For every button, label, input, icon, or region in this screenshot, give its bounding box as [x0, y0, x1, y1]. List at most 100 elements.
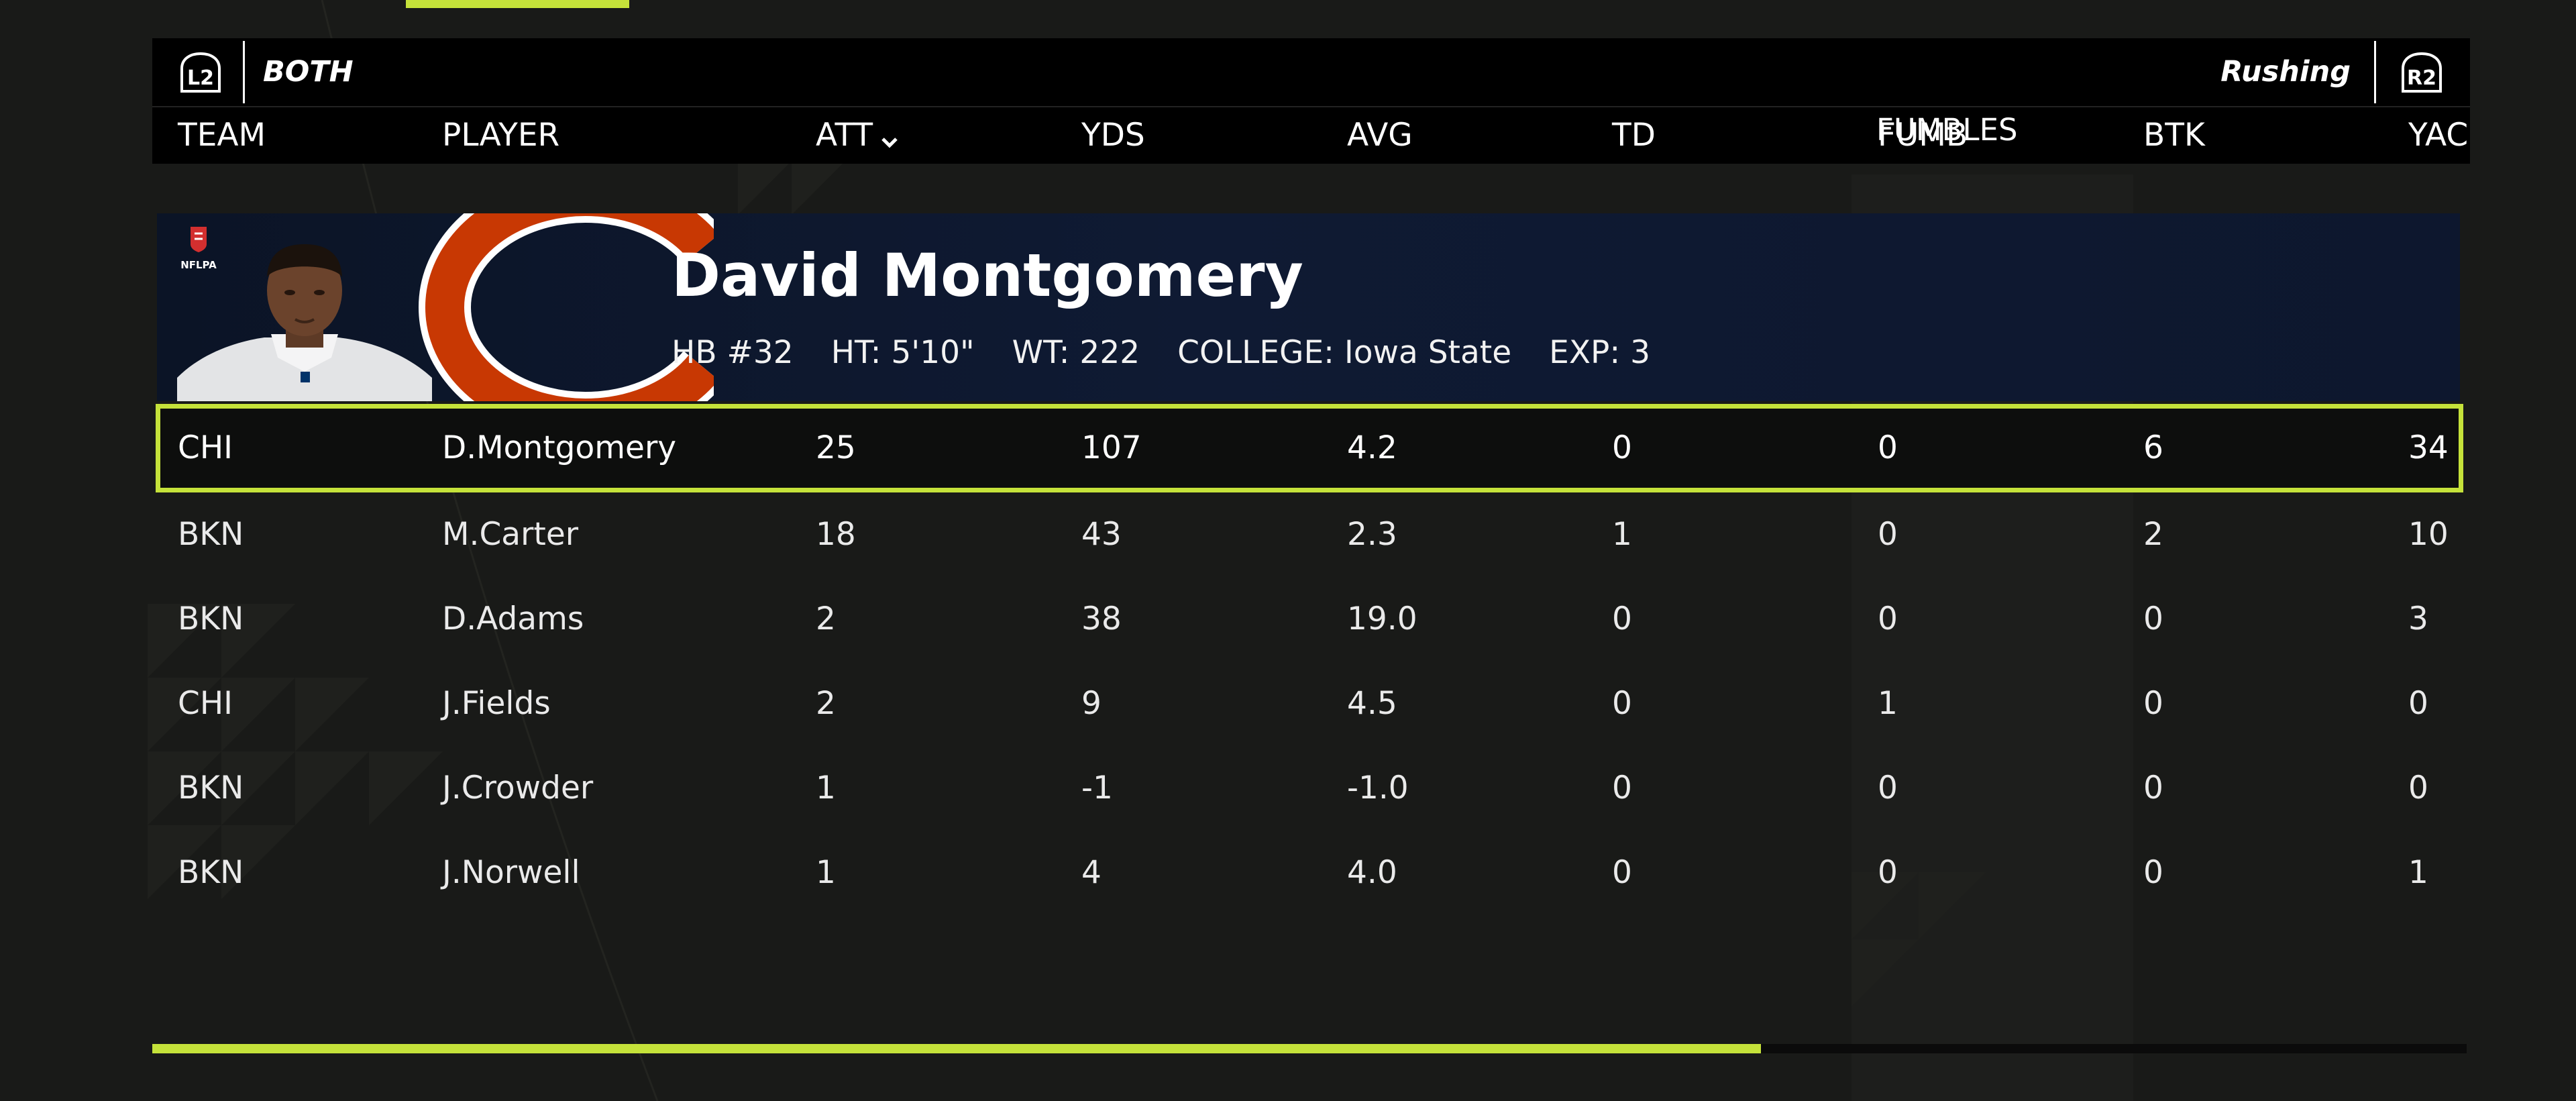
divider: [243, 41, 245, 103]
table-row[interactable]: BKN J.Crowder 1 -1 -1.0 0 0 0 0: [152, 746, 2470, 831]
cell-yds: 4: [1081, 854, 1102, 891]
column-header-fumb[interactable]: FUMB: [1878, 117, 1968, 154]
category-label[interactable]: Rushing: [2220, 55, 2351, 89]
cell-fumb: 0: [1878, 770, 1898, 806]
cell-att: 25: [816, 429, 856, 466]
filter-bar: L2 BOTH Rushing R2: [152, 38, 2470, 106]
cell-btk: 0: [2143, 854, 2163, 891]
cell-avg: -1.0: [1347, 770, 1409, 806]
cell-player: D.Montgomery: [442, 429, 677, 466]
sort-descending-icon: [881, 111, 898, 168]
column-header-td[interactable]: TD: [1612, 117, 1656, 154]
table-row[interactable]: CHI J.Fields 2 9 4.5 0 1 0 0: [152, 662, 2470, 746]
cell-td: 0: [1612, 685, 1632, 722]
player-height: HT: 5'10": [830, 334, 975, 371]
horizontal-scrollbar[interactable]: [152, 1044, 2467, 1053]
cell-avg: 4.0: [1347, 854, 1397, 891]
svg-text:R2: R2: [2407, 66, 2436, 90]
cell-btk: 0: [2143, 770, 2163, 806]
svg-text:NFLPA: NFLPA: [180, 259, 217, 271]
column-header-yac[interactable]: YAC: [2408, 117, 2469, 154]
cell-yds: -1: [1081, 770, 1113, 806]
cell-yds: 38: [1081, 600, 1122, 637]
stats-table: CHI D.Montgomery 25 107 4.2 0 0 6 34 BKN…: [152, 404, 2470, 915]
cell-yac: 3: [2408, 600, 2428, 637]
cell-btk: 0: [2143, 600, 2163, 637]
cell-td: 0: [1612, 429, 1632, 466]
cell-team: BKN: [178, 854, 244, 891]
player-college: COLLEGE: Iowa State: [1177, 334, 1512, 371]
cell-team: CHI: [178, 685, 233, 722]
player-position: HB #32: [672, 334, 794, 371]
table-row[interactable]: BKN M.Carter 18 43 2.3 1 0 2 10: [152, 492, 2470, 577]
column-header-team[interactable]: TEAM: [178, 117, 266, 154]
cell-yds: 107: [1081, 429, 1142, 466]
cell-team: BKN: [178, 516, 244, 553]
cell-yac: 10: [2408, 516, 2449, 553]
cell-btk: 0: [2143, 685, 2163, 722]
cell-btk: 6: [2143, 429, 2163, 466]
nflpa-logo: NFLPA: [180, 224, 217, 272]
player-info: HB #32 HT: 5'10" WT: 222 COLLEGE: Iowa Stat…: [672, 331, 1688, 374]
scrollbar-thumb[interactable]: [152, 1044, 1761, 1053]
cell-yds: 43: [1081, 516, 1122, 553]
cell-avg: 4.2: [1347, 429, 1397, 466]
cell-att: 2: [816, 685, 836, 722]
column-header-att[interactable]: ATT: [816, 107, 898, 168]
cell-att: 2: [816, 600, 836, 637]
column-description: FUMBLES: [1876, 112, 2018, 148]
player-weight: WT: 222: [1012, 334, 1140, 371]
cell-fumb: 1: [1878, 685, 1898, 722]
player-experience: EXP: 3: [1549, 334, 1651, 371]
cell-avg: 19.0: [1347, 600, 1417, 637]
cell-td: 1: [1612, 516, 1632, 553]
stats-panel: L2 BOTH Rushing R2 TEAM PLAYER ATT YDS A…: [152, 38, 2470, 915]
cell-team: CHI: [178, 429, 233, 466]
cell-yac: 0: [2408, 685, 2428, 722]
column-header-yds[interactable]: YDS: [1081, 117, 1145, 154]
column-header-row: TEAM PLAYER ATT YDS AVG TD FUMB BTK YAC: [152, 106, 2470, 164]
player-name: David Montgomery: [672, 241, 1303, 310]
cell-team: BKN: [178, 770, 244, 806]
cell-att: 1: [816, 854, 836, 891]
cell-fumb: 0: [1878, 600, 1898, 637]
r2-button[interactable]: R2: [2398, 51, 2446, 94]
cell-yac: 0: [2408, 770, 2428, 806]
filter-label[interactable]: BOTH: [263, 55, 354, 89]
cell-player: J.Crowder: [442, 770, 594, 806]
cell-fumb: 0: [1878, 854, 1898, 891]
cell-fumb: 0: [1878, 516, 1898, 553]
svg-text:L2: L2: [187, 66, 214, 90]
cell-player: D.Adams: [442, 600, 584, 637]
active-tab-indicator: [406, 0, 629, 8]
r2-trigger-icon: R2: [2402, 52, 2442, 93]
column-header-player[interactable]: PLAYER: [442, 117, 560, 154]
cell-yds: 9: [1081, 685, 1102, 722]
column-header-btk[interactable]: BTK: [2143, 117, 2205, 154]
player-headshot: [177, 244, 432, 401]
l2-button[interactable]: L2: [176, 51, 225, 94]
table-row-selected[interactable]: CHI D.Montgomery 25 107 4.2 0 0 6 34: [156, 404, 2463, 492]
cell-player: M.Carter: [442, 516, 579, 553]
chicago-c-logo: [419, 213, 714, 401]
cell-yac: 1: [2408, 854, 2428, 891]
l2-trigger-icon: L2: [180, 52, 221, 93]
cell-td: 0: [1612, 600, 1632, 637]
cell-btk: 2: [2143, 516, 2163, 553]
cell-player: J.Fields: [442, 685, 551, 722]
cell-att: 18: [816, 516, 856, 553]
column-header-avg[interactable]: AVG: [1347, 117, 1413, 154]
cell-fumb: 0: [1878, 429, 1898, 466]
cell-avg: 2.3: [1347, 516, 1397, 553]
cell-team: BKN: [178, 600, 244, 637]
cell-player: J.Norwell: [442, 854, 580, 891]
table-row[interactable]: BKN D.Adams 2 38 19.0 0 0 0 3: [152, 577, 2470, 662]
cell-td: 0: [1612, 770, 1632, 806]
cell-td: 0: [1612, 854, 1632, 891]
cell-yac: 34: [2408, 429, 2449, 466]
cell-avg: 4.5: [1347, 685, 1397, 722]
cell-att: 1: [816, 770, 836, 806]
divider: [2374, 41, 2376, 103]
table-row[interactable]: BKN J.Norwell 1 4 4.0 0 0 0 1: [152, 831, 2470, 915]
player-card: NFLPA David Montgomery HB #32 HT: 5'10" WT…: [157, 213, 2460, 401]
